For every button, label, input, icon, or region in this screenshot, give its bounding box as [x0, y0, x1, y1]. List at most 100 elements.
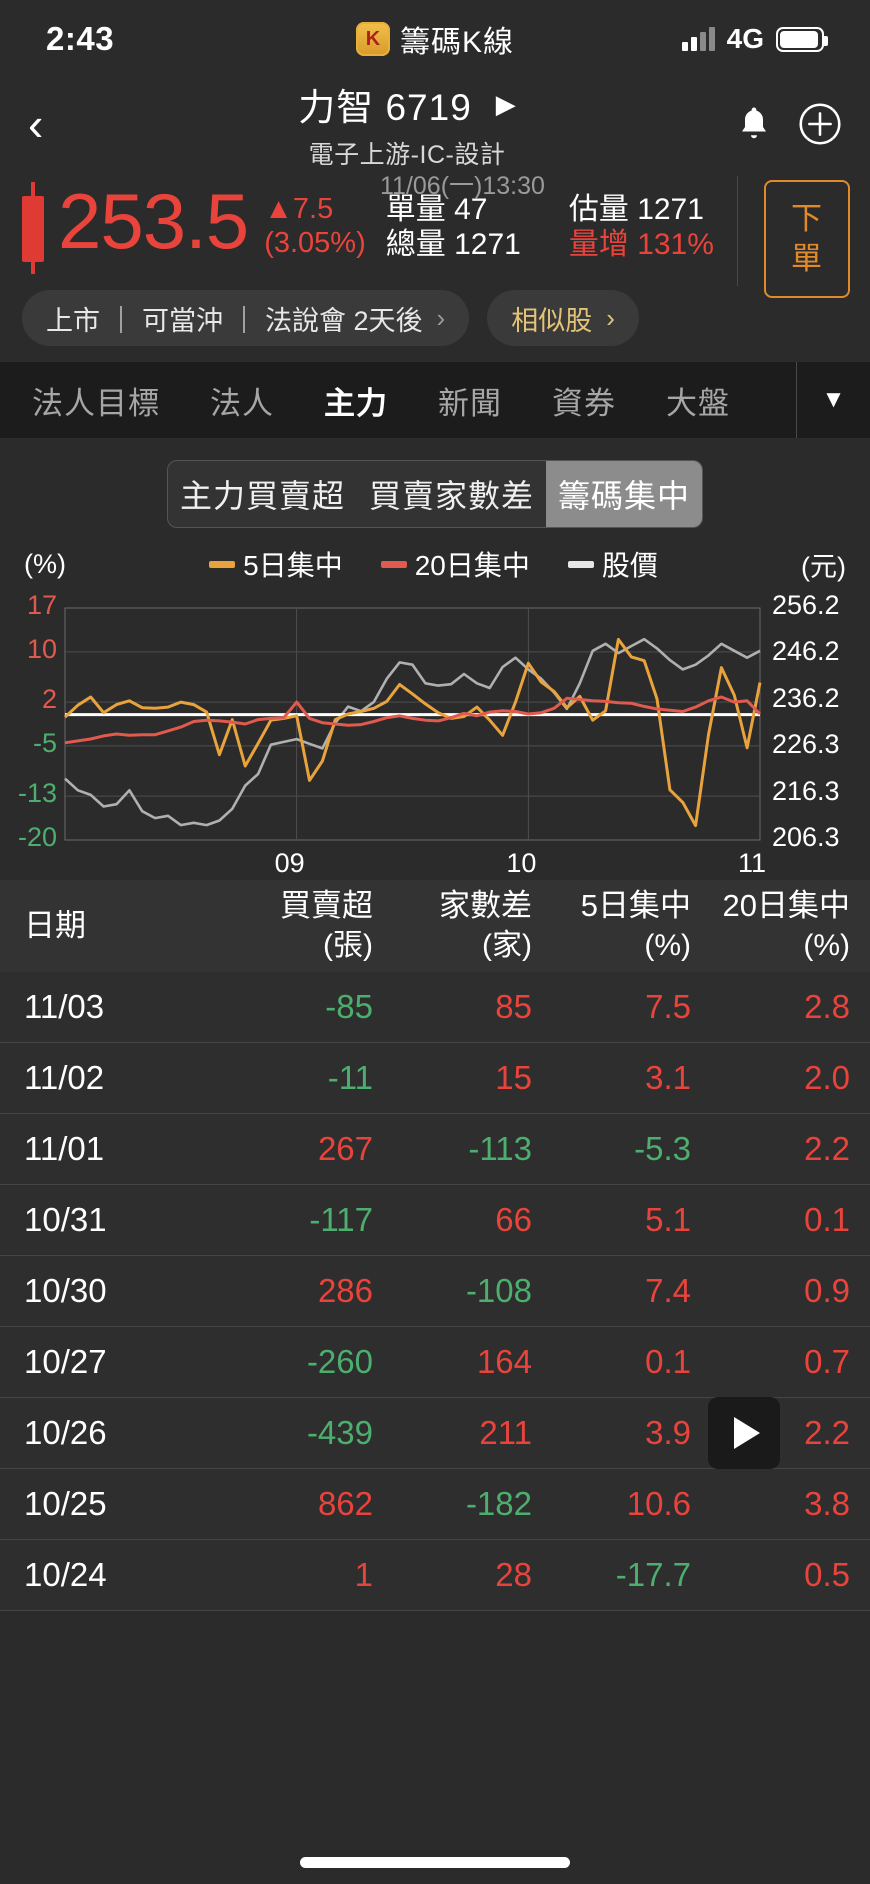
table-row[interactable]: 10/24 1 28 -17.7 0.5: [0, 1540, 870, 1611]
legend-item-20day[interactable]: 20日集中: [380, 544, 530, 584]
data-table: 日期 買賣超 (張) 家數差 (家) 5日集中 (%) 20日集中 (%) 11…: [0, 880, 870, 1611]
tab-main-force[interactable]: 主力: [324, 385, 388, 421]
col-header-net-label: 買賣超: [280, 888, 373, 923]
stock-attribute-label: 上市 ｜ 可當沖 ｜ 法說會 2天後: [46, 305, 423, 336]
legend-label-price: 股價: [601, 550, 658, 581]
tag-pills: 上市 ｜ 可當沖 ｜ 法說會 2天後 › 相似股 ›: [0, 276, 870, 362]
segment-chip-concentration[interactable]: 籌碼集中: [546, 461, 703, 527]
table-row[interactable]: 11/02 -11 15 3.1 2.0: [0, 1043, 870, 1114]
cell-c5: 3.9: [645, 1414, 691, 1451]
y-axis-tick-right: 236.2: [772, 682, 840, 713]
nav-actions: [736, 102, 842, 146]
stock-attribute-pill[interactable]: 上市 ｜ 可當沖 ｜ 法說會 2天後 ›: [22, 290, 470, 346]
cell-c5: -5.3: [634, 1130, 691, 1167]
col-header-firms: 家數差 (家): [373, 886, 532, 966]
x-axis-tick: 09: [274, 848, 305, 878]
cell-firms: 211: [479, 1414, 532, 1451]
col-header-date: 日期: [24, 908, 86, 943]
segmented-control: 主力買賣超 買賣家數差 籌碼集中: [166, 460, 704, 528]
table-row[interactable]: 10/31 -117 66 5.1 0.1: [0, 1185, 870, 1256]
col-header-c5: 5日集中 (%): [532, 886, 691, 966]
cell-c5: 7.5: [645, 988, 691, 1025]
cell-firms: 15: [495, 1059, 532, 1096]
tab-institutional-target[interactable]: 法人目標: [32, 385, 160, 421]
order-button[interactable]: 下 單: [764, 180, 850, 298]
cell-net: -11: [327, 1059, 373, 1096]
vol-growth-value: 131%: [637, 228, 714, 261]
play-triangle-icon[interactable]: [708, 1397, 780, 1469]
cell-firms: -182: [465, 1485, 532, 1522]
change-absolute: ▲7.5: [264, 193, 334, 225]
vol-growth-label: 量增: [568, 228, 629, 261]
legend-item-price[interactable]: 股價: [567, 544, 658, 584]
col-header-c20-unit: (%): [803, 929, 850, 962]
table-row[interactable]: 10/27 -260 164 0.1 0.7: [0, 1327, 870, 1398]
price-change: ▲7.5 (3.05%): [264, 192, 366, 260]
cell-net: -439: [306, 1414, 373, 1451]
chevron-right-icon: ›: [436, 302, 446, 333]
cell-net: 286: [317, 1272, 373, 1309]
segment-net-buy-sell[interactable]: 主力買賣超: [179, 478, 345, 514]
chevron-left-icon[interactable]: ‹: [28, 98, 44, 150]
cell-net: -85: [325, 988, 373, 1025]
y-axis-tick-left: 10: [26, 633, 57, 664]
chevron-down-icon[interactable]: ▼: [796, 362, 870, 438]
quote-timestamp: 11/06(一)13:30: [380, 172, 545, 200]
cell-date: 10/24: [24, 1556, 107, 1593]
app-name: 籌碼K線: [399, 26, 514, 59]
col-header-c5-label: 5日集中: [580, 888, 691, 923]
nav-header: ‹ 力智 6719 ▶ 電子上游-IC-設計: [0, 78, 870, 170]
tab-news[interactable]: 新聞: [438, 385, 502, 421]
y-axis-tick-left: 2: [41, 684, 57, 715]
cell-firms: 66: [495, 1201, 532, 1238]
est-volume-row: 估量 1271: [569, 192, 714, 227]
cell-c20: 3.8: [804, 1485, 850, 1522]
cell-net: -117: [309, 1201, 373, 1238]
table-body: 11/03 -85 85 7.5 2.8 11/02 -11 15 3.1 2.0 11/01 267…: [0, 972, 870, 1611]
cell-date: 11/03: [24, 988, 105, 1025]
segmented-control-wrap: 主力買賣超 買賣家數差 籌碼集中: [0, 438, 870, 538]
plus-circle-icon[interactable]: [798, 102, 842, 146]
cell-c5: 7.4: [645, 1272, 691, 1309]
table-row[interactable]: 10/26 -439 211 3.9 2.2: [0, 1397, 870, 1469]
tab-market[interactable]: 大盤: [666, 385, 730, 421]
segment-firm-count-diff[interactable]: 買賣家數差: [368, 478, 534, 514]
y-axis-tick-left: 17: [26, 590, 57, 620]
chart-legend: (%) 5日集中 20日集中 股價 (元): [0, 538, 870, 586]
cell-c20: 2.2: [804, 1130, 850, 1167]
cell-c20: 0.7: [804, 1343, 850, 1380]
cell-c5: 10.6: [626, 1485, 691, 1522]
col-header-firms-unit: (家): [482, 929, 532, 962]
nav-center: 力智 6719 ▶ 電子上游-IC-設計: [78, 77, 736, 171]
bell-icon[interactable]: [736, 104, 772, 144]
legend-item-5day[interactable]: 5日集中: [209, 544, 343, 584]
cell-c20: 0.5: [804, 1556, 850, 1593]
page-title: 力智 6719: [298, 87, 472, 128]
order-button-char-2: 單: [791, 241, 823, 276]
table-row[interactable]: 11/03 -85 85 7.5 2.8: [0, 972, 870, 1043]
vol-growth-row: 量增 131%: [569, 227, 714, 262]
right-axis-unit: (元): [801, 551, 846, 582]
tab-institutional[interactable]: 法人: [210, 385, 274, 421]
y-axis-tick-right: 256.2: [772, 590, 840, 620]
next-stock-icon[interactable]: ▶: [495, 88, 516, 119]
cell-c20: 2.2: [804, 1414, 850, 1451]
table-row[interactable]: 10/30 286 -108 7.4 0.9: [0, 1256, 870, 1327]
table-row[interactable]: 10/25 862 -182 10.6 3.8: [0, 1469, 870, 1540]
change-percent: (3.05%): [264, 227, 366, 259]
status-indicators: 4G: [681, 23, 828, 55]
concentration-chart[interactable]: 17 10 2 -5 -13 -20 256.2 246.2 236.2 226.3 216.3 20…: [0, 590, 870, 880]
cell-net: 1: [354, 1556, 373, 1593]
cell-c5: -17.7: [615, 1556, 691, 1593]
single-volume-label: 單量: [385, 193, 446, 226]
cell-date: 11/01: [24, 1130, 105, 1167]
col-header-c5-unit: (%): [644, 929, 691, 962]
tab-margin[interactable]: 資券: [552, 385, 616, 421]
similar-stocks-pill[interactable]: 相似股 ›: [487, 290, 639, 346]
cell-c5: 0.1: [645, 1343, 691, 1380]
cell-firms: 164: [476, 1343, 532, 1380]
table-row[interactable]: 11/01 267 -113 -5.3 2.2: [0, 1114, 870, 1185]
cell-net: 862: [317, 1485, 373, 1522]
total-volume-value: 1271: [454, 228, 521, 261]
